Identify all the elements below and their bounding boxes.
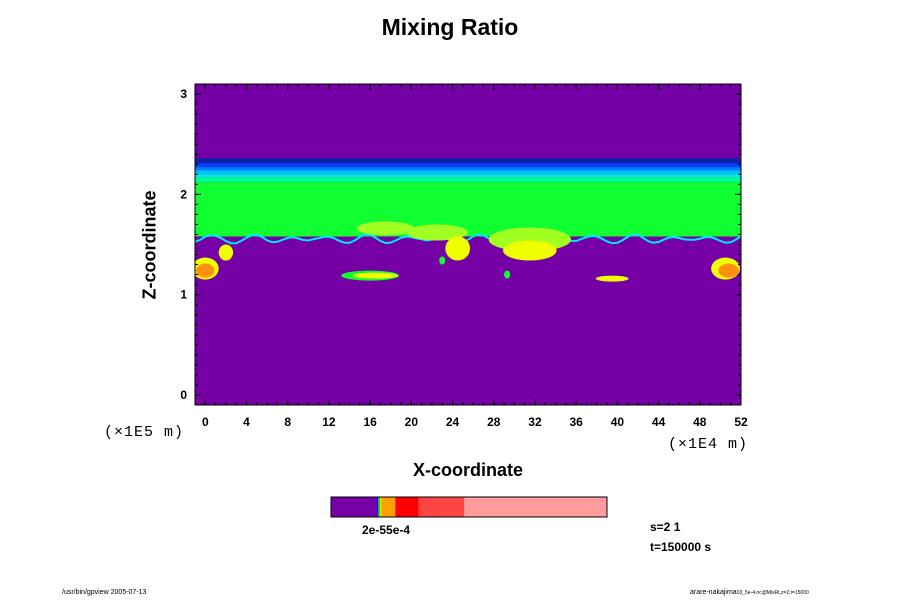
y-scale-label: (×1E5 m) — [104, 424, 185, 441]
x-axis-label: X-coordinate — [412, 460, 523, 480]
colorbar-segment-0 — [331, 497, 377, 517]
info-t: t=150000 s — [650, 540, 712, 554]
x-tick-label-0: 0 — [202, 415, 209, 429]
feature-3 — [503, 240, 557, 261]
plot-area — [194, 83, 742, 406]
footer-right: arare-nakajima03_5e-4.nc@MixRt,z=2,t=150… — [690, 589, 809, 596]
info-s: s=2 1 — [650, 520, 681, 534]
y-axis-ticks: 0 1 2 3 — [180, 87, 741, 406]
colorbar-segment-4 — [381, 497, 396, 517]
band-deep-blue — [195, 163, 741, 168]
y-tick-label-1: 1 — [180, 288, 187, 302]
colorbar-frame — [330, 496, 608, 518]
x-scale-label: (×1E4 m) — [668, 436, 749, 453]
feature-7 — [352, 272, 398, 279]
footer-right-small: 03_5e-4.nc@MixRt,z=2,t=15000 — [736, 590, 809, 596]
colorbar-segment-7 — [464, 497, 607, 517]
band-green — [195, 182, 741, 237]
feature-4 — [445, 236, 471, 261]
x-tick-label-32: 32 — [528, 415, 542, 429]
x-tick-label-52: 52 — [734, 415, 748, 429]
band-cyan — [195, 174, 741, 178]
footer-left: /usr/bin/gpview 2005-07-13 — [62, 589, 147, 596]
colorbar-label: 2e-55e-4 — [362, 523, 411, 537]
colorbar-segment-2 — [378, 497, 380, 517]
band-light-blue — [195, 170, 741, 175]
x-tick-label-20: 20 — [405, 415, 419, 429]
x-tick-label-48: 48 — [693, 415, 707, 429]
feature-0 — [356, 221, 415, 236]
feature-1 — [406, 224, 468, 241]
x-tick-label-44: 44 — [652, 415, 666, 429]
x-tick-label-16: 16 — [363, 415, 377, 429]
feature-5 — [218, 244, 234, 261]
colorbar — [330, 496, 608, 518]
colorbar-segment-5 — [395, 497, 419, 517]
colorbar-segment-3 — [379, 497, 382, 517]
x-tick-label-40: 40 — [611, 415, 625, 429]
x-axis-ticks: 0 4 8 12 16 20 24 28 32 36 40 44 48 52 — [202, 84, 748, 429]
x-tick-label-12: 12 — [322, 415, 336, 429]
feature-8 — [595, 275, 629, 282]
x-tick-label-24: 24 — [446, 415, 460, 429]
x-tick-label-8: 8 — [284, 415, 291, 429]
colorbar-segment-6 — [418, 497, 465, 517]
band-blue — [195, 167, 741, 171]
feature-14 — [504, 270, 511, 279]
y-tick-label-3: 3 — [180, 87, 187, 101]
colorbar-segment-1 — [376, 497, 379, 517]
x-tick-label-28: 28 — [487, 415, 501, 429]
green-layer-edge — [195, 233, 741, 245]
x-tick-label-36: 36 — [569, 415, 583, 429]
y-tick-label-0: 0 — [180, 388, 187, 402]
y-tick-label-2: 2 — [180, 187, 187, 201]
x-tick-label-4: 4 — [243, 415, 250, 429]
feature-10 — [196, 263, 215, 278]
heatmap-field — [195, 84, 741, 405]
feature-12 — [718, 263, 739, 278]
footer-right-main: arare-nakajima — [690, 589, 737, 596]
band-aqua-green — [195, 177, 741, 183]
band-upper-purple-top — [195, 158, 741, 164]
chart-title: Mixing Ratio — [381, 14, 519, 40]
feature-13 — [439, 256, 446, 265]
